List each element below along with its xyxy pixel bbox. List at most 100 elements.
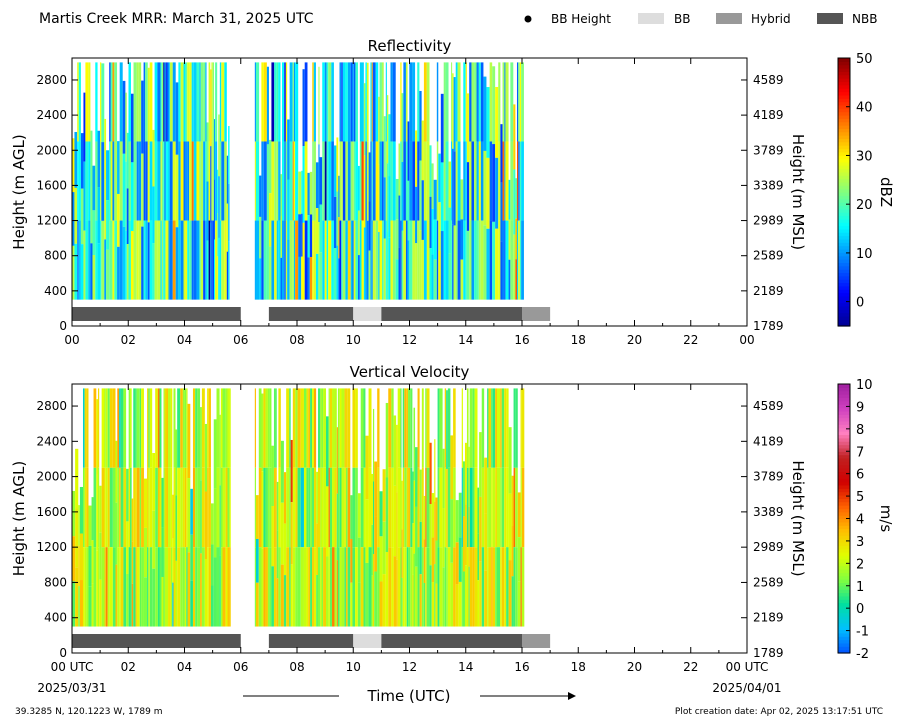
heatmap-cell [379, 491, 383, 537]
colorbar-tick-label: 0 [856, 296, 864, 311]
heatmap-cell [375, 141, 379, 221]
heatmap-cell [455, 584, 459, 627]
colorbar-segment [838, 649, 850, 654]
heatmap-cell [97, 388, 100, 468]
heatmap-cell [211, 62, 213, 142]
heatmap-cell [84, 467, 87, 548]
heatmap-cell [254, 141, 256, 221]
heatmap-cell [160, 220, 162, 300]
heatmap-cell [465, 141, 467, 221]
heatmap-cell [344, 547, 346, 627]
heatmap-cell [412, 220, 416, 300]
colorbar-segment [838, 464, 850, 469]
heatmap-cell [206, 122, 209, 182]
heatmap-cell [479, 432, 482, 497]
heatmap-cell [170, 467, 173, 548]
heatmap-cell [310, 467, 313, 548]
heatmap-cell [154, 220, 158, 300]
colorbar-segment [838, 468, 850, 473]
y-tick-label: 2800 [36, 73, 67, 87]
heatmap-cell [505, 220, 509, 300]
heatmap-cell [401, 577, 403, 627]
heatmap-cell [412, 574, 414, 627]
heatmap-cell [289, 467, 291, 548]
heatmap-cell [453, 388, 456, 468]
heatmap-cell [136, 62, 139, 142]
heatmap-cell [212, 141, 215, 221]
heatmap-cell [383, 238, 386, 300]
colorbar-tick-label: 50 [856, 52, 873, 67]
heatmap-cell [75, 508, 79, 568]
heatmap-cell [400, 141, 402, 221]
heatmap-cell [175, 495, 178, 561]
legend-hybrid-swatch [716, 13, 742, 24]
heatmap-cell [345, 467, 348, 548]
heatmap-cell [333, 248, 337, 300]
heatmap-cell [101, 142, 105, 221]
heatmap-cell [419, 521, 422, 575]
heatmap-cell [91, 583, 94, 627]
colorbar-segment [838, 252, 850, 257]
heatmap-cell [100, 141, 102, 221]
heatmap-cell [479, 561, 482, 627]
colorbar-segment [838, 151, 850, 156]
heatmap-cell [328, 467, 330, 548]
heatmap-cell [520, 388, 522, 468]
heatmap-cell [182, 467, 185, 548]
heatmap-cell [357, 210, 360, 256]
heatmap-cell [159, 547, 162, 627]
heatmap-cell [254, 62, 256, 142]
heatmap-cell [269, 467, 272, 548]
heatmap-cell [104, 467, 106, 548]
heatmap-cell [268, 246, 272, 300]
colorbar-segment [838, 262, 850, 267]
heatmap-cell [91, 540, 94, 584]
heatmap-cell [511, 475, 514, 527]
heatmap-cell [184, 467, 187, 548]
heatmap-cell [395, 219, 399, 260]
location-footnote: 39.3285 N, 120.1223 W, 1789 m [15, 707, 163, 717]
heatmap-cell [172, 141, 176, 221]
heatmap-cell [298, 214, 302, 257]
heatmap-cell [172, 582, 174, 627]
heatmap-cell [201, 467, 205, 548]
heatmap-cell [263, 220, 267, 300]
heatmap-cell [408, 467, 411, 548]
heatmap-cell [130, 93, 134, 163]
heatmap-cell [109, 141, 111, 221]
heatmap-cell [159, 388, 162, 468]
heatmap-cell [350, 220, 353, 300]
heatmap-cell [419, 469, 422, 522]
heatmap-cell [466, 388, 469, 468]
heatmap-cell [105, 467, 108, 548]
heatmap-cell [97, 547, 100, 627]
colorbar-segment [838, 322, 850, 327]
heatmap-cell [197, 547, 201, 627]
heatmap-cell [207, 388, 209, 468]
heatmap-cell [208, 62, 211, 142]
colorbar-segment [838, 612, 850, 617]
heatmap-cell [185, 62, 188, 142]
heatmap-cell [332, 467, 335, 548]
heatmap-cell [446, 468, 448, 548]
heatmap-cell [448, 253, 452, 300]
heatmap-cell [469, 547, 473, 627]
heatmap-cell [452, 148, 454, 225]
heatmap-cell [318, 66, 320, 145]
heatmap-cell [164, 547, 167, 627]
heatmap-cell [371, 220, 373, 300]
heatmap-cell [72, 245, 75, 300]
heatmap-field [72, 388, 525, 627]
heatmap-cell [96, 399, 98, 475]
heatmap-cell [189, 141, 192, 221]
heatmap-cell [423, 495, 426, 540]
heatmap-cell [508, 560, 512, 627]
heatmap-cell [187, 220, 190, 300]
heatmap-cell [161, 527, 164, 577]
heatmap-cell [128, 547, 131, 627]
heatmap-cell [255, 495, 259, 539]
heatmap-cell [398, 195, 401, 248]
heatmap-cell [254, 220, 256, 300]
heatmap-cell [120, 467, 124, 548]
colorbar-tick-label: 40 [856, 101, 873, 116]
